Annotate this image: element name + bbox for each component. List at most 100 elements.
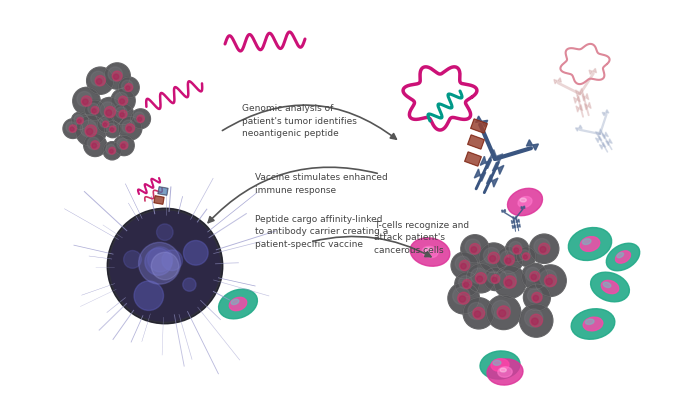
Circle shape (88, 103, 99, 114)
Circle shape (63, 119, 83, 138)
Polygon shape (599, 142, 605, 149)
Circle shape (111, 89, 135, 113)
Ellipse shape (493, 361, 501, 365)
Circle shape (524, 309, 543, 327)
Circle shape (530, 271, 540, 281)
Circle shape (504, 276, 516, 288)
Circle shape (102, 121, 109, 127)
Polygon shape (465, 152, 482, 166)
Polygon shape (575, 125, 582, 131)
Ellipse shape (582, 239, 591, 245)
Circle shape (526, 267, 540, 282)
Polygon shape (468, 135, 484, 149)
Text: Peptide cargo affinity-linked
to antibody carrier creating a
patient-specific va: Peptide cargo affinity-linked to antibod… (256, 215, 388, 249)
Polygon shape (596, 129, 603, 136)
Circle shape (463, 282, 468, 287)
Circle shape (494, 266, 526, 298)
Circle shape (71, 112, 89, 129)
Circle shape (119, 110, 127, 118)
Circle shape (100, 102, 116, 118)
Circle shape (519, 304, 553, 337)
Ellipse shape (410, 238, 450, 266)
Circle shape (84, 134, 106, 156)
Circle shape (529, 234, 559, 263)
Circle shape (475, 273, 486, 284)
Text: Vaccine stimulates enhanced
immune response: Vaccine stimulates enhanced immune respo… (256, 173, 388, 195)
Ellipse shape (230, 297, 246, 311)
Circle shape (451, 252, 478, 279)
Circle shape (461, 235, 489, 263)
Circle shape (113, 104, 134, 125)
Ellipse shape (498, 367, 512, 377)
Circle shape (81, 96, 92, 106)
Circle shape (116, 107, 127, 119)
Polygon shape (606, 139, 612, 146)
Circle shape (108, 147, 116, 154)
Ellipse shape (583, 317, 603, 331)
Circle shape (522, 253, 530, 260)
Polygon shape (582, 93, 589, 101)
Circle shape (448, 282, 480, 314)
Circle shape (100, 118, 109, 128)
Polygon shape (521, 206, 525, 209)
Circle shape (513, 245, 522, 254)
Circle shape (74, 115, 83, 124)
Circle shape (120, 99, 125, 104)
Circle shape (124, 251, 141, 268)
Circle shape (546, 278, 552, 284)
Circle shape (514, 248, 519, 253)
Circle shape (533, 296, 538, 301)
Circle shape (126, 86, 130, 90)
Polygon shape (602, 132, 608, 139)
Circle shape (497, 306, 510, 319)
Circle shape (455, 256, 470, 271)
Circle shape (530, 314, 542, 327)
Circle shape (505, 280, 512, 286)
Ellipse shape (480, 351, 520, 379)
Circle shape (97, 79, 102, 84)
Circle shape (470, 268, 486, 284)
Polygon shape (512, 225, 516, 229)
Polygon shape (486, 175, 498, 187)
Circle shape (97, 116, 114, 132)
Circle shape (106, 110, 112, 116)
Circle shape (470, 243, 480, 254)
Polygon shape (476, 116, 488, 126)
Circle shape (498, 271, 517, 288)
Circle shape (118, 117, 142, 140)
Circle shape (110, 211, 220, 321)
Circle shape (85, 100, 105, 121)
Polygon shape (480, 156, 491, 169)
Circle shape (104, 123, 106, 126)
Circle shape (465, 239, 481, 255)
Circle shape (73, 87, 100, 115)
Circle shape (77, 117, 83, 124)
Circle shape (76, 115, 106, 146)
Polygon shape (513, 216, 517, 220)
Circle shape (108, 67, 122, 81)
Circle shape (459, 296, 466, 302)
Circle shape (138, 117, 141, 121)
Circle shape (491, 275, 500, 283)
Circle shape (487, 271, 500, 284)
Ellipse shape (601, 280, 619, 294)
Ellipse shape (615, 251, 631, 263)
Ellipse shape (571, 309, 615, 339)
Polygon shape (470, 119, 487, 133)
Ellipse shape (231, 299, 239, 305)
Circle shape (545, 275, 556, 287)
Circle shape (479, 243, 509, 273)
Circle shape (459, 260, 470, 271)
Circle shape (463, 298, 494, 329)
Polygon shape (475, 169, 486, 181)
Circle shape (538, 243, 550, 254)
Circle shape (83, 99, 88, 104)
Circle shape (519, 250, 530, 260)
Ellipse shape (603, 282, 611, 288)
Ellipse shape (617, 253, 624, 258)
Circle shape (509, 242, 522, 255)
Ellipse shape (568, 227, 612, 260)
Circle shape (475, 311, 481, 317)
Circle shape (524, 255, 527, 259)
Circle shape (458, 275, 472, 289)
